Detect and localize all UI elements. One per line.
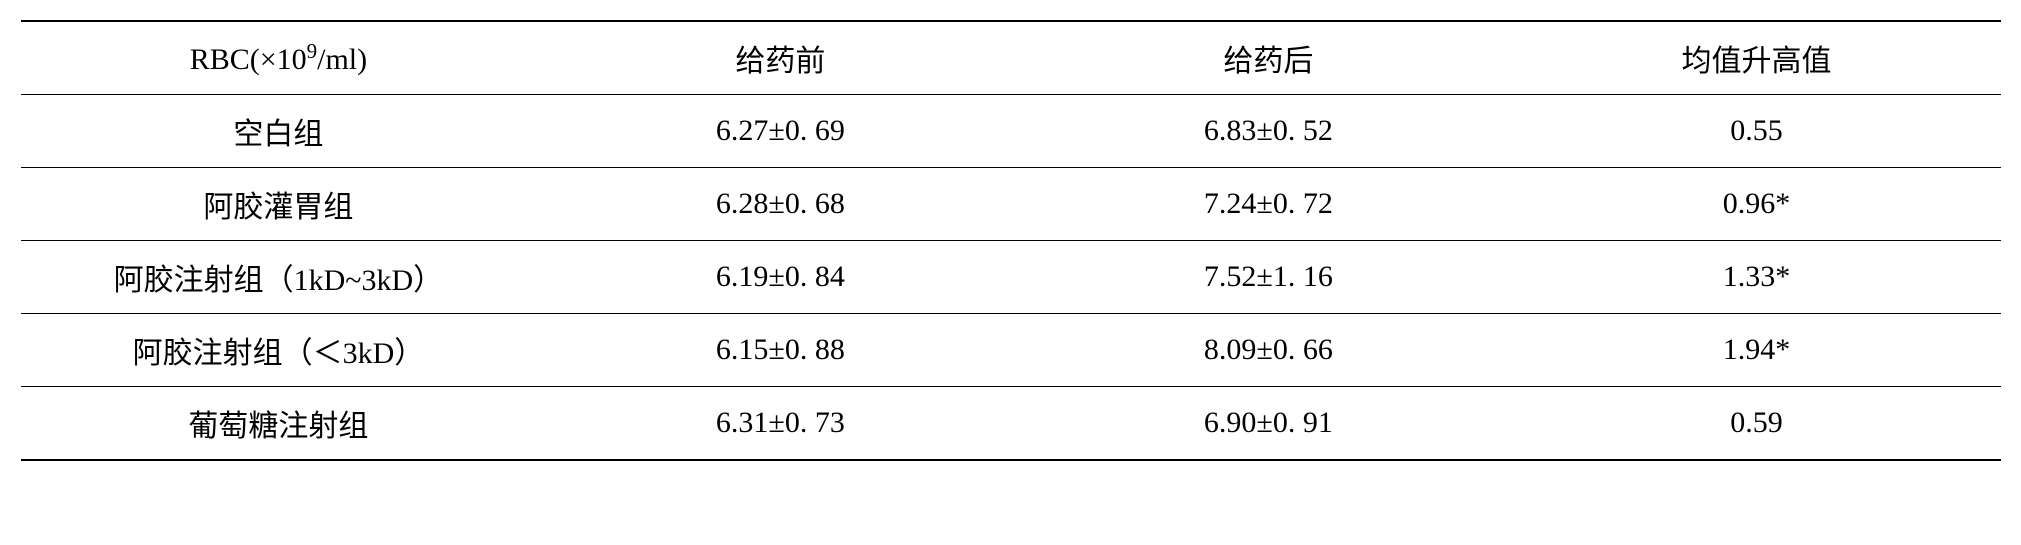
row-before: 6.28±0. 68 (536, 168, 1024, 241)
header-after: 给药后 (1024, 21, 1512, 95)
row-mean-increase: 1.94* (1512, 314, 2000, 387)
row-before: 6.27±0. 69 (536, 95, 1024, 168)
header-mean-increase: 均值升高值 (1512, 21, 2000, 95)
row-label: 阿胶注射组（＜3kD） (21, 314, 537, 387)
table-body: 空白组 6.27±0. 69 6.83±0. 52 0.55 阿胶灌胃组 6.2… (21, 95, 2001, 461)
row-before: 6.15±0. 88 (536, 314, 1024, 387)
row-after: 8.09±0. 66 (1024, 314, 1512, 387)
header-before: 给药前 (536, 21, 1024, 95)
row-before: 6.31±0. 73 (536, 387, 1024, 461)
header-label: RBC(×109/ml) (21, 21, 537, 95)
row-mean-increase: 0.59 (1512, 387, 2000, 461)
row-mean-increase: 1.33* (1512, 241, 2000, 314)
table-row: 葡萄糖注射组 6.31±0. 73 6.90±0. 91 0.59 (21, 387, 2001, 461)
row-label: 空白组 (21, 95, 537, 168)
row-after: 6.90±0. 91 (1024, 387, 1512, 461)
row-label: 葡萄糖注射组 (21, 387, 537, 461)
row-label: 阿胶注射组（1kD~3kD） (21, 241, 537, 314)
table-header-row: RBC(×109/ml) 给药前 给药后 均值升高值 (21, 21, 2001, 95)
row-mean-increase: 0.55 (1512, 95, 2000, 168)
row-mean-increase: 0.96* (1512, 168, 2000, 241)
row-after: 6.83±0. 52 (1024, 95, 1512, 168)
table-row: 阿胶灌胃组 6.28±0. 68 7.24±0. 72 0.96* (21, 168, 2001, 241)
table-row: 阿胶注射组（＜3kD） 6.15±0. 88 8.09±0. 66 1.94* (21, 314, 2001, 387)
rbc-table: RBC(×109/ml) 给药前 给药后 均值升高值 空白组 6.27±0. 6… (21, 20, 2001, 461)
row-before: 6.19±0. 84 (536, 241, 1024, 314)
row-label: 阿胶灌胃组 (21, 168, 537, 241)
row-after: 7.52±1. 16 (1024, 241, 1512, 314)
table-row: 空白组 6.27±0. 69 6.83±0. 52 0.55 (21, 95, 2001, 168)
table-row: 阿胶注射组（1kD~3kD） 6.19±0. 84 7.52±1. 16 1.3… (21, 241, 2001, 314)
row-after: 7.24±0. 72 (1024, 168, 1512, 241)
